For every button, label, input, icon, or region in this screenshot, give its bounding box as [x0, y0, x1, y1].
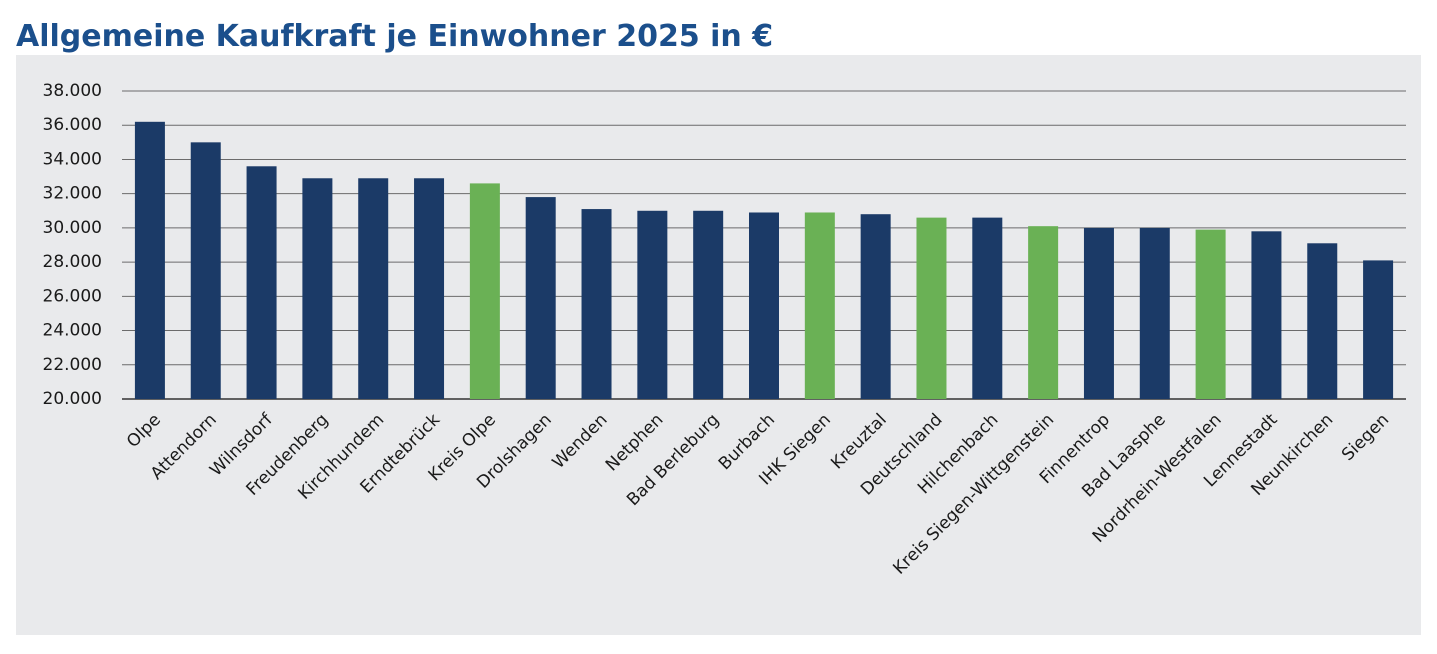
bar — [749, 212, 779, 399]
y-tick-label: 34.000 — [43, 149, 102, 169]
bar — [1307, 243, 1338, 399]
y-tick-label: 20.000 — [43, 389, 102, 409]
y-tick-label: 32.000 — [43, 184, 102, 204]
bar — [1251, 231, 1282, 399]
bar — [1363, 260, 1394, 399]
bar — [1195, 229, 1226, 399]
bar — [414, 178, 445, 399]
y-tick-label: 38.000 — [43, 81, 102, 101]
bar — [1028, 226, 1059, 399]
chart-title: Allgemeine Kaufkraft je Einwohner 2025 i… — [16, 19, 773, 54]
bar — [916, 217, 947, 399]
bar — [637, 210, 668, 399]
y-tick-label: 26.000 — [43, 286, 102, 306]
bar — [581, 209, 612, 399]
bar — [190, 142, 221, 400]
bar — [972, 217, 1003, 399]
bar — [358, 178, 389, 399]
bar — [860, 214, 891, 399]
y-tick-label: 28.000 — [43, 252, 102, 272]
bar — [302, 178, 333, 399]
bar — [804, 212, 835, 399]
y-tick-label: 30.000 — [43, 218, 102, 238]
y-tick-label: 36.000 — [43, 115, 102, 135]
bar — [525, 197, 556, 399]
bar — [1139, 227, 1170, 399]
y-tick-label: 22.000 — [43, 355, 102, 375]
bar — [693, 210, 724, 399]
y-tick-label: 24.000 — [43, 321, 102, 341]
bar — [469, 183, 500, 399]
bar — [134, 121, 165, 400]
bar — [1083, 227, 1114, 399]
bar — [246, 166, 277, 399]
